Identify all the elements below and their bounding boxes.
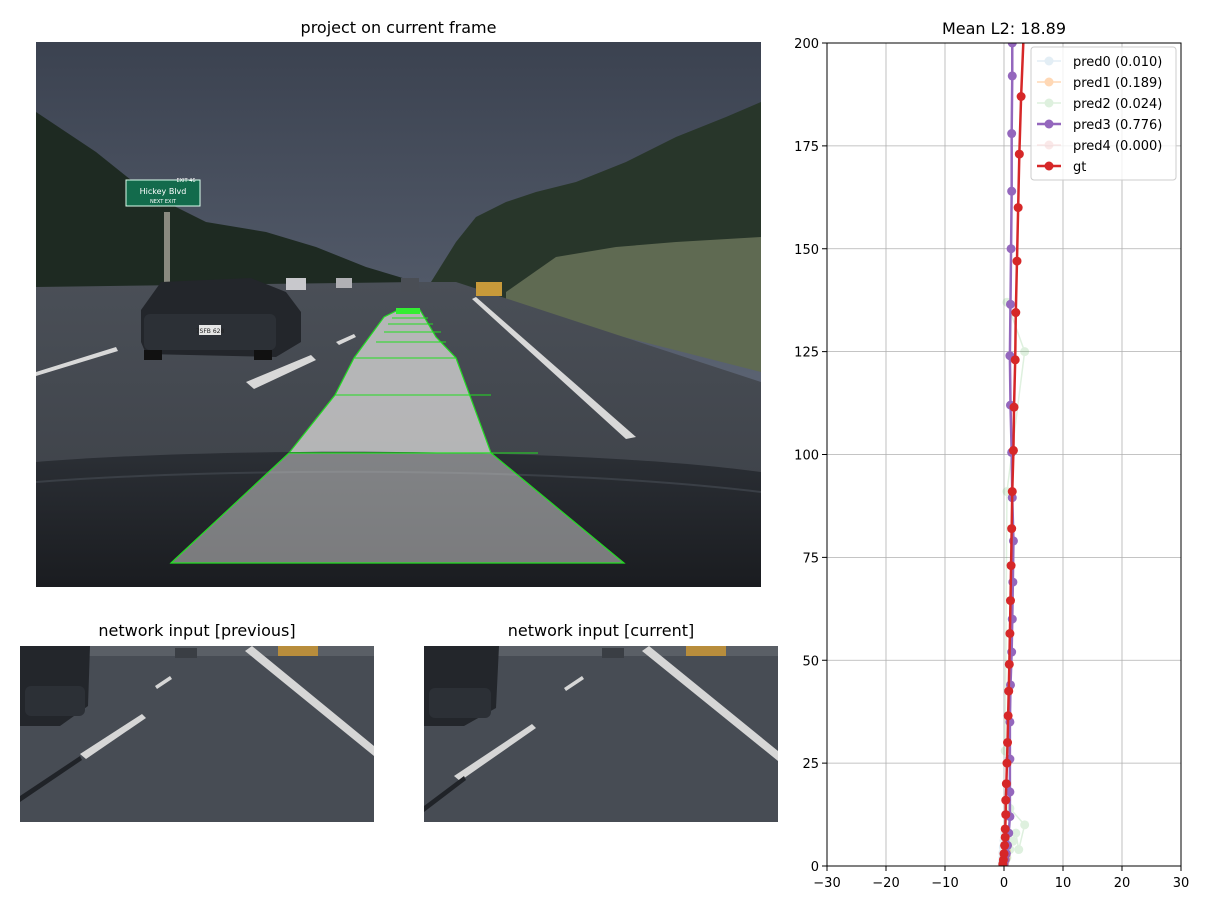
legend-label: pred3 (0.776) <box>1073 118 1162 133</box>
x-tick-label: 10 <box>1055 876 1072 891</box>
data-point <box>1011 308 1021 318</box>
legend-swatch <box>1037 98 1061 108</box>
legend-swatch <box>1037 119 1061 129</box>
legend-box <box>1030 46 1177 181</box>
y-tick-label: 100 <box>794 449 819 464</box>
y-tick-label: 75 <box>802 551 819 566</box>
legend-swatch <box>1037 140 1061 150</box>
data-point <box>1001 810 1011 820</box>
data-point <box>1007 524 1017 534</box>
data-point <box>1007 129 1017 139</box>
legend-swatch <box>1037 56 1061 66</box>
data-point <box>1007 487 1017 497</box>
data-point <box>1004 659 1014 669</box>
y-tick-label: 50 <box>802 654 819 669</box>
data-point <box>1020 347 1030 357</box>
current-input-title: network input [current] <box>507 621 695 640</box>
y-tick-label: 0 <box>811 860 819 875</box>
data-point <box>1002 758 1012 768</box>
data-point <box>1005 596 1015 606</box>
sign-subtext: NEXT EXIT <box>150 199 177 205</box>
data-point <box>1000 832 1010 842</box>
previous-input-title: network input [previous] <box>98 621 296 640</box>
data-point <box>1001 795 1011 805</box>
data-point <box>999 849 1009 859</box>
data-point <box>1005 629 1015 639</box>
x-tick-label: 20 <box>1114 876 1131 891</box>
data-point <box>1013 203 1023 213</box>
data-point <box>1008 445 1018 455</box>
chart-title: Mean L2: 18.89 <box>942 19 1066 38</box>
y-tick-label: 25 <box>802 757 819 772</box>
data-point <box>1006 561 1016 571</box>
data-point <box>1020 820 1030 830</box>
x-tick-label: 30 <box>1173 876 1190 891</box>
data-point <box>1000 824 1010 834</box>
y-tick-label: 175 <box>794 140 819 155</box>
data-point <box>1007 0 1016 6</box>
previous-input-image <box>20 646 374 822</box>
legend-label: gt <box>1073 160 1086 175</box>
plate-text: 7SFB 628 <box>196 328 225 335</box>
data-point <box>1006 244 1016 254</box>
series-line <box>1001 43 1025 865</box>
x-tick-label: −10 <box>931 876 958 891</box>
x-tick-label: −30 <box>813 876 840 891</box>
data-point <box>1009 402 1019 412</box>
data-point <box>1005 787 1015 797</box>
data-point <box>1004 686 1014 696</box>
data-point <box>1000 840 1010 850</box>
data-point <box>1016 91 1026 101</box>
sign-exit-text: EXIT 46 <box>176 178 195 184</box>
current-input-image <box>424 646 778 822</box>
main-panel-title: project on current frame <box>300 18 497 37</box>
data-point <box>1007 43 1017 48</box>
data-point <box>1014 845 1024 855</box>
lead-car: 7SFB 628 <box>141 278 301 360</box>
series-line <box>1003 301 1026 865</box>
data-point <box>1010 355 1020 365</box>
data-point <box>1012 256 1022 266</box>
data-point <box>1005 299 1015 309</box>
data-point <box>1001 779 1011 789</box>
legend-label: pred1 (0.189) <box>1073 76 1162 91</box>
x-tick-label: 0 <box>1000 876 1008 891</box>
legend-swatch <box>1037 161 1061 171</box>
data-point <box>1003 711 1013 721</box>
x-tick-label: −20 <box>872 876 899 891</box>
legend-label: pred0 (0.010) <box>1073 55 1162 70</box>
y-tick-label: 150 <box>794 243 819 258</box>
data-point <box>1007 186 1017 196</box>
y-tick-label: 200 <box>794 37 819 52</box>
legend-label: pred4 (0.000) <box>1073 139 1162 154</box>
data-point <box>1014 149 1024 159</box>
legend-label: pred2 (0.024) <box>1073 97 1162 112</box>
data-point <box>1011 828 1021 838</box>
data-point <box>1007 71 1017 81</box>
sign-text: Hickey Blvd <box>140 187 187 196</box>
series-5 <box>998 43 1026 866</box>
current-frame-image: Hickey Blvd NEXT EXIT EXIT 46 7SFB 628 <box>36 42 761 587</box>
legend-swatch <box>1037 77 1061 87</box>
data-point <box>1003 738 1013 748</box>
y-tick-label: 125 <box>794 346 819 361</box>
